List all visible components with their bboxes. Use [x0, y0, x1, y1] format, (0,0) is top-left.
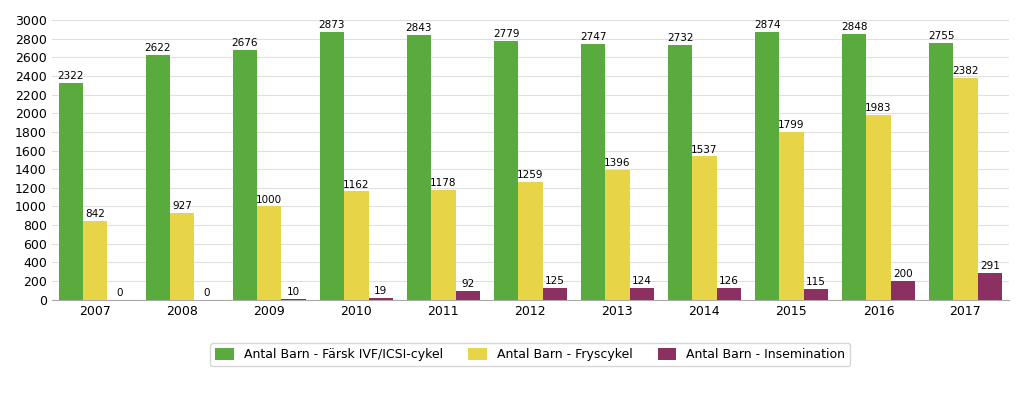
Bar: [369, 298, 393, 300]
Text: 0: 0: [117, 288, 123, 298]
Bar: [717, 288, 741, 300]
Bar: [755, 32, 779, 300]
Text: 291: 291: [980, 261, 999, 271]
Text: 10: 10: [287, 287, 300, 297]
Text: 1178: 1178: [430, 178, 457, 188]
Text: 1983: 1983: [865, 103, 892, 113]
Text: 200: 200: [893, 269, 912, 279]
Bar: [282, 299, 306, 300]
Text: 1162: 1162: [343, 180, 370, 189]
Bar: [543, 288, 567, 300]
Text: 115: 115: [806, 277, 825, 287]
Bar: [953, 78, 978, 300]
Bar: [319, 32, 344, 300]
Bar: [804, 289, 828, 300]
Bar: [605, 170, 630, 300]
Bar: [58, 83, 83, 300]
Text: 2747: 2747: [580, 32, 606, 42]
Bar: [170, 214, 195, 300]
Text: 2755: 2755: [928, 31, 954, 41]
Bar: [978, 273, 1002, 300]
Text: 1799: 1799: [778, 120, 805, 130]
Bar: [779, 132, 804, 300]
Bar: [842, 34, 866, 300]
Text: 2622: 2622: [144, 43, 171, 53]
Bar: [431, 190, 456, 300]
Bar: [692, 156, 717, 300]
Bar: [407, 35, 431, 300]
Text: 2676: 2676: [231, 38, 258, 48]
Bar: [232, 50, 257, 300]
Bar: [518, 182, 543, 300]
Legend: Antal Barn - Färsk IVF/ICSI-cykel, Antal Barn - Fryscykel, Antal Barn - Insemina: Antal Barn - Färsk IVF/ICSI-cykel, Antal…: [210, 343, 850, 366]
Text: 19: 19: [374, 286, 387, 296]
Bar: [866, 115, 891, 300]
Text: 0: 0: [204, 288, 210, 298]
Text: 1537: 1537: [691, 145, 718, 155]
Text: 1396: 1396: [604, 158, 631, 168]
Text: 842: 842: [85, 209, 105, 219]
Text: 2382: 2382: [952, 66, 979, 76]
Text: 2779: 2779: [493, 29, 519, 39]
Bar: [83, 221, 108, 300]
Text: 2848: 2848: [841, 22, 867, 32]
Text: 2322: 2322: [57, 71, 84, 81]
Text: 2732: 2732: [667, 33, 693, 43]
Text: 124: 124: [632, 276, 651, 286]
Text: 2873: 2873: [318, 20, 345, 30]
Bar: [145, 55, 170, 300]
Text: 1000: 1000: [256, 195, 283, 205]
Text: 126: 126: [719, 276, 738, 286]
Text: 2874: 2874: [754, 20, 780, 30]
Bar: [891, 281, 915, 300]
Bar: [257, 206, 282, 300]
Bar: [581, 44, 605, 300]
Text: 125: 125: [545, 276, 564, 286]
Text: 1259: 1259: [517, 171, 544, 181]
Text: 92: 92: [461, 279, 474, 289]
Bar: [494, 40, 518, 300]
Bar: [456, 291, 480, 300]
Bar: [668, 45, 692, 300]
Bar: [929, 43, 953, 300]
Bar: [344, 191, 369, 300]
Text: 2843: 2843: [406, 23, 432, 33]
Bar: [630, 288, 654, 300]
Text: 927: 927: [172, 201, 193, 211]
